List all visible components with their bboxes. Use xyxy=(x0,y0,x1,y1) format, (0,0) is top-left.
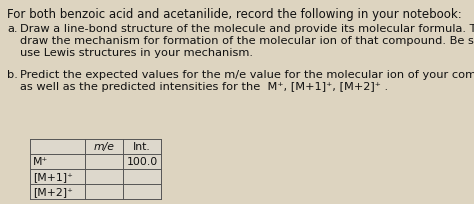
Text: Predict the expected values for the m/e value for the molecular ion of your comp: Predict the expected values for the m/e … xyxy=(20,70,474,80)
Text: For both benzoic acid and acetanilide, record the following in your notebook:: For both benzoic acid and acetanilide, r… xyxy=(7,8,462,21)
Bar xyxy=(30,139,161,199)
Text: Int.: Int. xyxy=(133,142,151,152)
Text: use Lewis structures in your mechanism.: use Lewis structures in your mechanism. xyxy=(20,48,253,58)
Text: Draw a line-bond structure of the molecule and provide its molecular formula. Th: Draw a line-bond structure of the molecu… xyxy=(20,24,474,34)
Text: [M+2]⁺: [M+2]⁺ xyxy=(33,187,73,196)
Text: 100.0: 100.0 xyxy=(127,157,158,167)
Text: draw the mechanism for formation of the molecular ion of that compound. Be sure : draw the mechanism for formation of the … xyxy=(20,36,474,46)
Text: M⁺: M⁺ xyxy=(33,157,48,167)
Text: a.: a. xyxy=(7,24,18,34)
Text: as well as the predicted intensities for the  M⁺, [M+1]⁺, [M+2]⁺ .: as well as the predicted intensities for… xyxy=(20,82,388,92)
Text: [M+1]⁺: [M+1]⁺ xyxy=(33,172,73,182)
Text: m/e: m/e xyxy=(93,142,115,152)
Text: b.: b. xyxy=(7,70,18,80)
